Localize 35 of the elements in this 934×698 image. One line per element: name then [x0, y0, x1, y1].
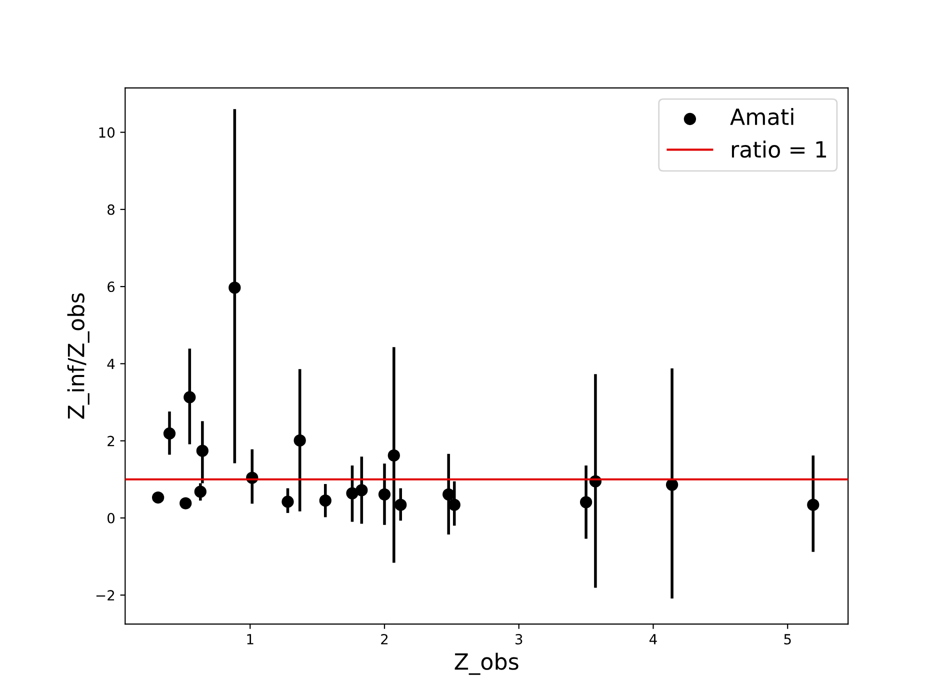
point	[666, 478, 678, 491]
point	[152, 491, 164, 504]
point	[184, 391, 196, 404]
point	[356, 484, 368, 496]
legend-label: ratio = 1	[732, 140, 826, 158]
point	[319, 494, 332, 507]
point	[378, 488, 391, 501]
y-tick-label: 4	[107, 358, 115, 369]
y-tick-label: 10	[99, 127, 115, 138]
y-tick-label: 6	[108, 282, 115, 292]
y-tick-label: −2	[96, 590, 114, 600]
point	[228, 282, 241, 294]
y-tick-label: 8	[108, 204, 114, 215]
point	[196, 444, 208, 457]
legend-label: Amati	[730, 108, 794, 126]
y-axis-title: Z_inf/Z_obs	[67, 293, 90, 419]
x-tick-label: 3	[516, 634, 522, 644]
x-tick-label: 1	[247, 634, 254, 644]
y-tick-label: 2	[108, 436, 114, 446]
point	[448, 498, 460, 511]
point	[282, 496, 294, 508]
point	[180, 497, 192, 510]
point	[394, 498, 407, 511]
point	[346, 487, 358, 500]
point	[580, 496, 592, 508]
x-axis-title: Z_obs	[454, 652, 518, 675]
point	[388, 449, 400, 462]
point	[194, 486, 206, 498]
point	[294, 434, 306, 447]
point	[163, 427, 176, 440]
x-tick-label: 5	[784, 634, 791, 644]
x-tick-label: 4	[649, 634, 657, 644]
y-tick-label: 0	[108, 512, 115, 524]
point	[807, 498, 820, 511]
x-tick-label: 2	[381, 634, 388, 644]
